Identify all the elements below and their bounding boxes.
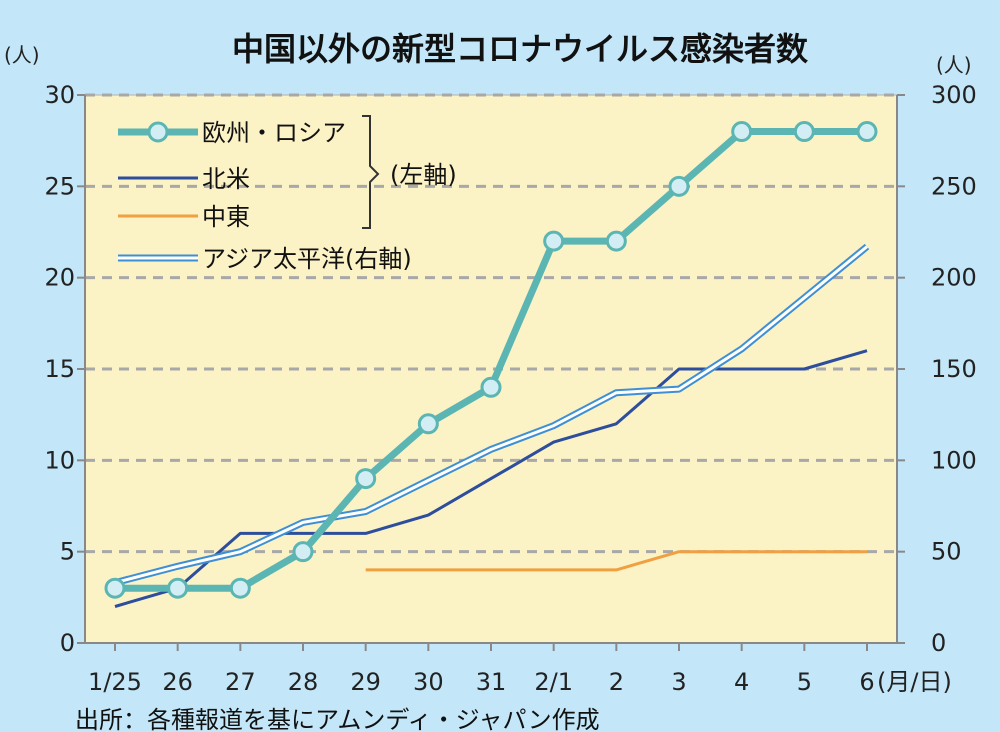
series-line [365,550,867,572]
x-tick-label: 2/1 [534,668,573,696]
source-note: 出所：各種報道を基にアムンディ・ジャパン作成 [75,706,600,732]
legend-label: 欧州・ロシア [202,119,346,147]
legend-bracket [362,115,380,229]
data-point [355,468,377,490]
left-tick-label: 10 [44,446,75,474]
left-tick-label: 15 [44,355,75,383]
data-point [417,413,439,435]
x-tick-label: 1/25 [88,668,142,696]
x-tick-label: 28 [288,668,319,696]
series-4 [114,243,870,587]
x-tick-label: 2 [609,668,624,696]
data-point [668,175,690,197]
x-tick-label: 6 [859,668,874,696]
left-tick-label: 5 [60,538,75,566]
data-point [605,230,627,252]
right-tick-label: 200 [931,264,977,292]
x-tick-label: 5 [797,668,812,696]
data-point [292,541,314,563]
series-line-inner [114,245,868,585]
data-point [104,577,126,599]
data-point [229,577,251,599]
x-tick-label: 4 [734,668,749,696]
series-line [114,349,868,608]
x-tick-label: 26 [162,668,193,696]
legend-bracket-label: (左軸) [390,161,457,189]
series-3 [365,550,867,572]
right-tick-label: 250 [931,172,977,200]
right-tick-label: 300 [931,81,977,109]
data-point [793,121,815,143]
legend-label: 北米 [202,165,250,193]
legend-label: アジア太平洋(右軸) [202,245,412,273]
x-tick-label: 27 [225,668,256,696]
left-tick-label: 20 [44,264,75,292]
data-point [856,121,878,143]
right-tick-label: 50 [931,538,962,566]
x-tick-label: 29 [350,668,381,696]
x-tick-label: 31 [476,668,507,696]
series-2 [114,349,868,608]
series-layer [104,121,878,608]
data-point [543,230,565,252]
data-point [731,121,753,143]
legend-label: 中東 [202,203,250,231]
data-point [167,577,189,599]
right-tick-label: 150 [931,355,977,383]
right-tick-label: 0 [931,629,946,657]
left-tick-label: 30 [44,81,75,109]
left-tick-label: 0 [60,629,75,657]
right-axis-unit: (人) [936,53,972,77]
left-tick-label: 25 [44,172,75,200]
x-tick-label: 3 [671,668,686,696]
x-tick-label: 30 [413,668,444,696]
x-axis-unit: (月/日) [877,668,952,696]
chart-title: 中国以外の新型コロナウイルス感染者数 [232,30,809,68]
data-point [480,376,502,398]
legend-marker [147,121,169,143]
series-1 [104,121,878,599]
right-tick-label: 100 [931,446,977,474]
left-axis-unit: (人) [4,43,40,67]
